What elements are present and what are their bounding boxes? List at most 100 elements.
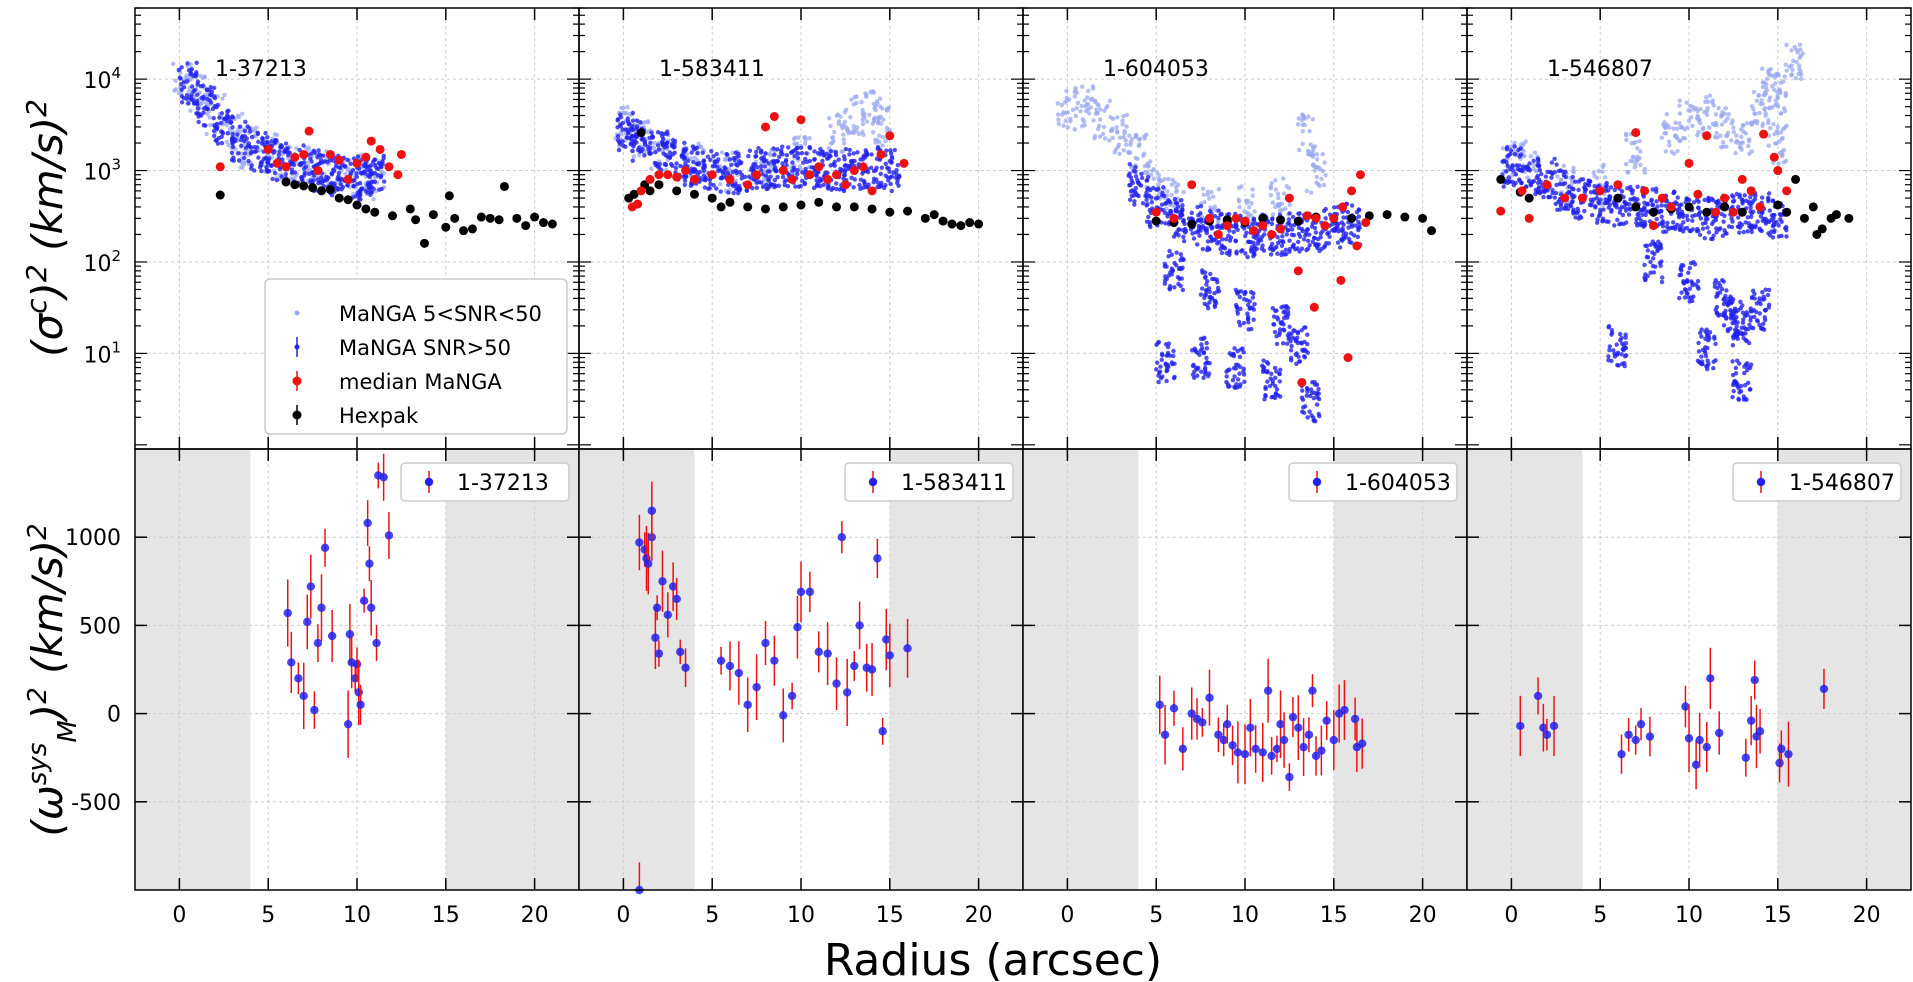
hexpak-point bbox=[778, 202, 788, 212]
manga-point bbox=[1240, 248, 1245, 253]
manga-faint-point bbox=[1749, 149, 1754, 154]
manga-point bbox=[1129, 193, 1134, 199]
manga-faint-point bbox=[1671, 126, 1676, 131]
manga-point bbox=[331, 167, 336, 172]
manga-point bbox=[711, 183, 716, 188]
manga-point bbox=[705, 154, 711, 159]
manga-faint-point bbox=[1798, 53, 1804, 59]
manga-point bbox=[894, 171, 899, 176]
manga-point bbox=[1645, 202, 1650, 207]
manga-point bbox=[1201, 336, 1206, 342]
manga-point bbox=[1200, 223, 1206, 229]
manga-point bbox=[248, 145, 254, 150]
manga-faint-point bbox=[1275, 191, 1281, 197]
manga-point bbox=[276, 152, 282, 157]
manga-point bbox=[1749, 223, 1755, 229]
manga-point bbox=[1690, 283, 1695, 288]
omega-point bbox=[299, 691, 308, 701]
manga-point bbox=[1139, 171, 1144, 177]
manga-point bbox=[242, 138, 247, 144]
manga-point bbox=[630, 148, 635, 154]
manga-faint-point bbox=[1767, 98, 1772, 103]
manga-faint-point bbox=[1673, 120, 1678, 126]
manga-faint-point bbox=[1798, 72, 1804, 77]
manga-faint-point bbox=[1115, 130, 1120, 135]
manga-faint-point bbox=[727, 166, 732, 171]
manga-point bbox=[1706, 230, 1712, 235]
manga-faint-point bbox=[1165, 189, 1170, 194]
manga-point bbox=[1749, 362, 1754, 367]
omega-point bbox=[647, 506, 657, 515]
manga-point bbox=[775, 174, 780, 180]
hexpak-point bbox=[334, 193, 344, 203]
manga-faint-point bbox=[1093, 98, 1098, 104]
manga-point bbox=[1514, 163, 1519, 168]
manga-faint-point bbox=[1602, 175, 1608, 180]
manga-point bbox=[1210, 276, 1215, 282]
manga-point bbox=[1512, 144, 1517, 149]
manga-faint-point bbox=[1777, 150, 1783, 156]
manga-point bbox=[322, 178, 327, 183]
manga-faint-point bbox=[1734, 133, 1739, 138]
manga-point bbox=[1537, 167, 1543, 173]
median-point bbox=[858, 162, 868, 172]
manga-point bbox=[1349, 222, 1354, 227]
manga-point bbox=[225, 113, 230, 118]
manga-point bbox=[1345, 209, 1351, 215]
manga-point bbox=[270, 176, 275, 182]
manga-point bbox=[179, 94, 185, 99]
manga-point bbox=[1571, 186, 1576, 192]
manga-point bbox=[620, 139, 625, 144]
manga-point bbox=[701, 158, 707, 163]
manga-point bbox=[689, 150, 694, 155]
manga-point bbox=[1309, 390, 1315, 396]
manga-faint-point bbox=[1070, 107, 1076, 113]
manga-faint-point bbox=[1110, 116, 1116, 121]
omega-point bbox=[1219, 735, 1228, 745]
manga-faint-point bbox=[1723, 119, 1728, 124]
manga-faint-point bbox=[274, 132, 280, 138]
manga-point bbox=[638, 120, 643, 125]
manga-point bbox=[767, 169, 772, 174]
manga-point bbox=[776, 183, 782, 188]
manga-point bbox=[214, 104, 219, 110]
manga-point bbox=[715, 159, 720, 164]
median-point bbox=[725, 174, 735, 184]
manga-point bbox=[1132, 199, 1137, 204]
manga-point bbox=[1198, 369, 1204, 374]
manga-point bbox=[1295, 330, 1301, 336]
manga-point bbox=[842, 163, 847, 169]
manga-faint-point bbox=[1100, 131, 1106, 137]
manga-point bbox=[1784, 234, 1789, 239]
median-point bbox=[272, 158, 282, 168]
manga-point bbox=[278, 142, 284, 148]
manga-point bbox=[1288, 223, 1293, 228]
manga-point bbox=[803, 156, 808, 162]
manga-faint-point bbox=[875, 119, 881, 125]
manga-point bbox=[1277, 394, 1283, 399]
manga-faint-point bbox=[1273, 187, 1279, 192]
manga-faint-point bbox=[1760, 84, 1766, 90]
manga-point bbox=[1287, 334, 1292, 340]
manga-point bbox=[1705, 358, 1710, 363]
manga-faint-point bbox=[1771, 87, 1777, 92]
manga-point bbox=[218, 120, 224, 126]
manga-point bbox=[790, 160, 795, 165]
manga-point bbox=[1304, 393, 1309, 398]
manga-point bbox=[1760, 218, 1765, 224]
manga-point bbox=[1642, 205, 1647, 210]
manga-faint-point bbox=[1798, 76, 1804, 82]
manga-faint-point bbox=[1762, 80, 1767, 85]
manga-point bbox=[1604, 180, 1609, 186]
manga-faint-point bbox=[1719, 113, 1724, 118]
manga-point bbox=[1167, 287, 1173, 292]
manga-point bbox=[1648, 242, 1653, 247]
manga-point bbox=[1630, 188, 1636, 193]
hexpak-point bbox=[444, 191, 454, 201]
manga-point bbox=[248, 166, 254, 171]
manga-faint-point bbox=[1300, 129, 1306, 134]
manga-point bbox=[319, 175, 324, 180]
manga-point bbox=[895, 162, 901, 168]
manga-point bbox=[1206, 371, 1212, 376]
omega-point bbox=[359, 596, 369, 605]
